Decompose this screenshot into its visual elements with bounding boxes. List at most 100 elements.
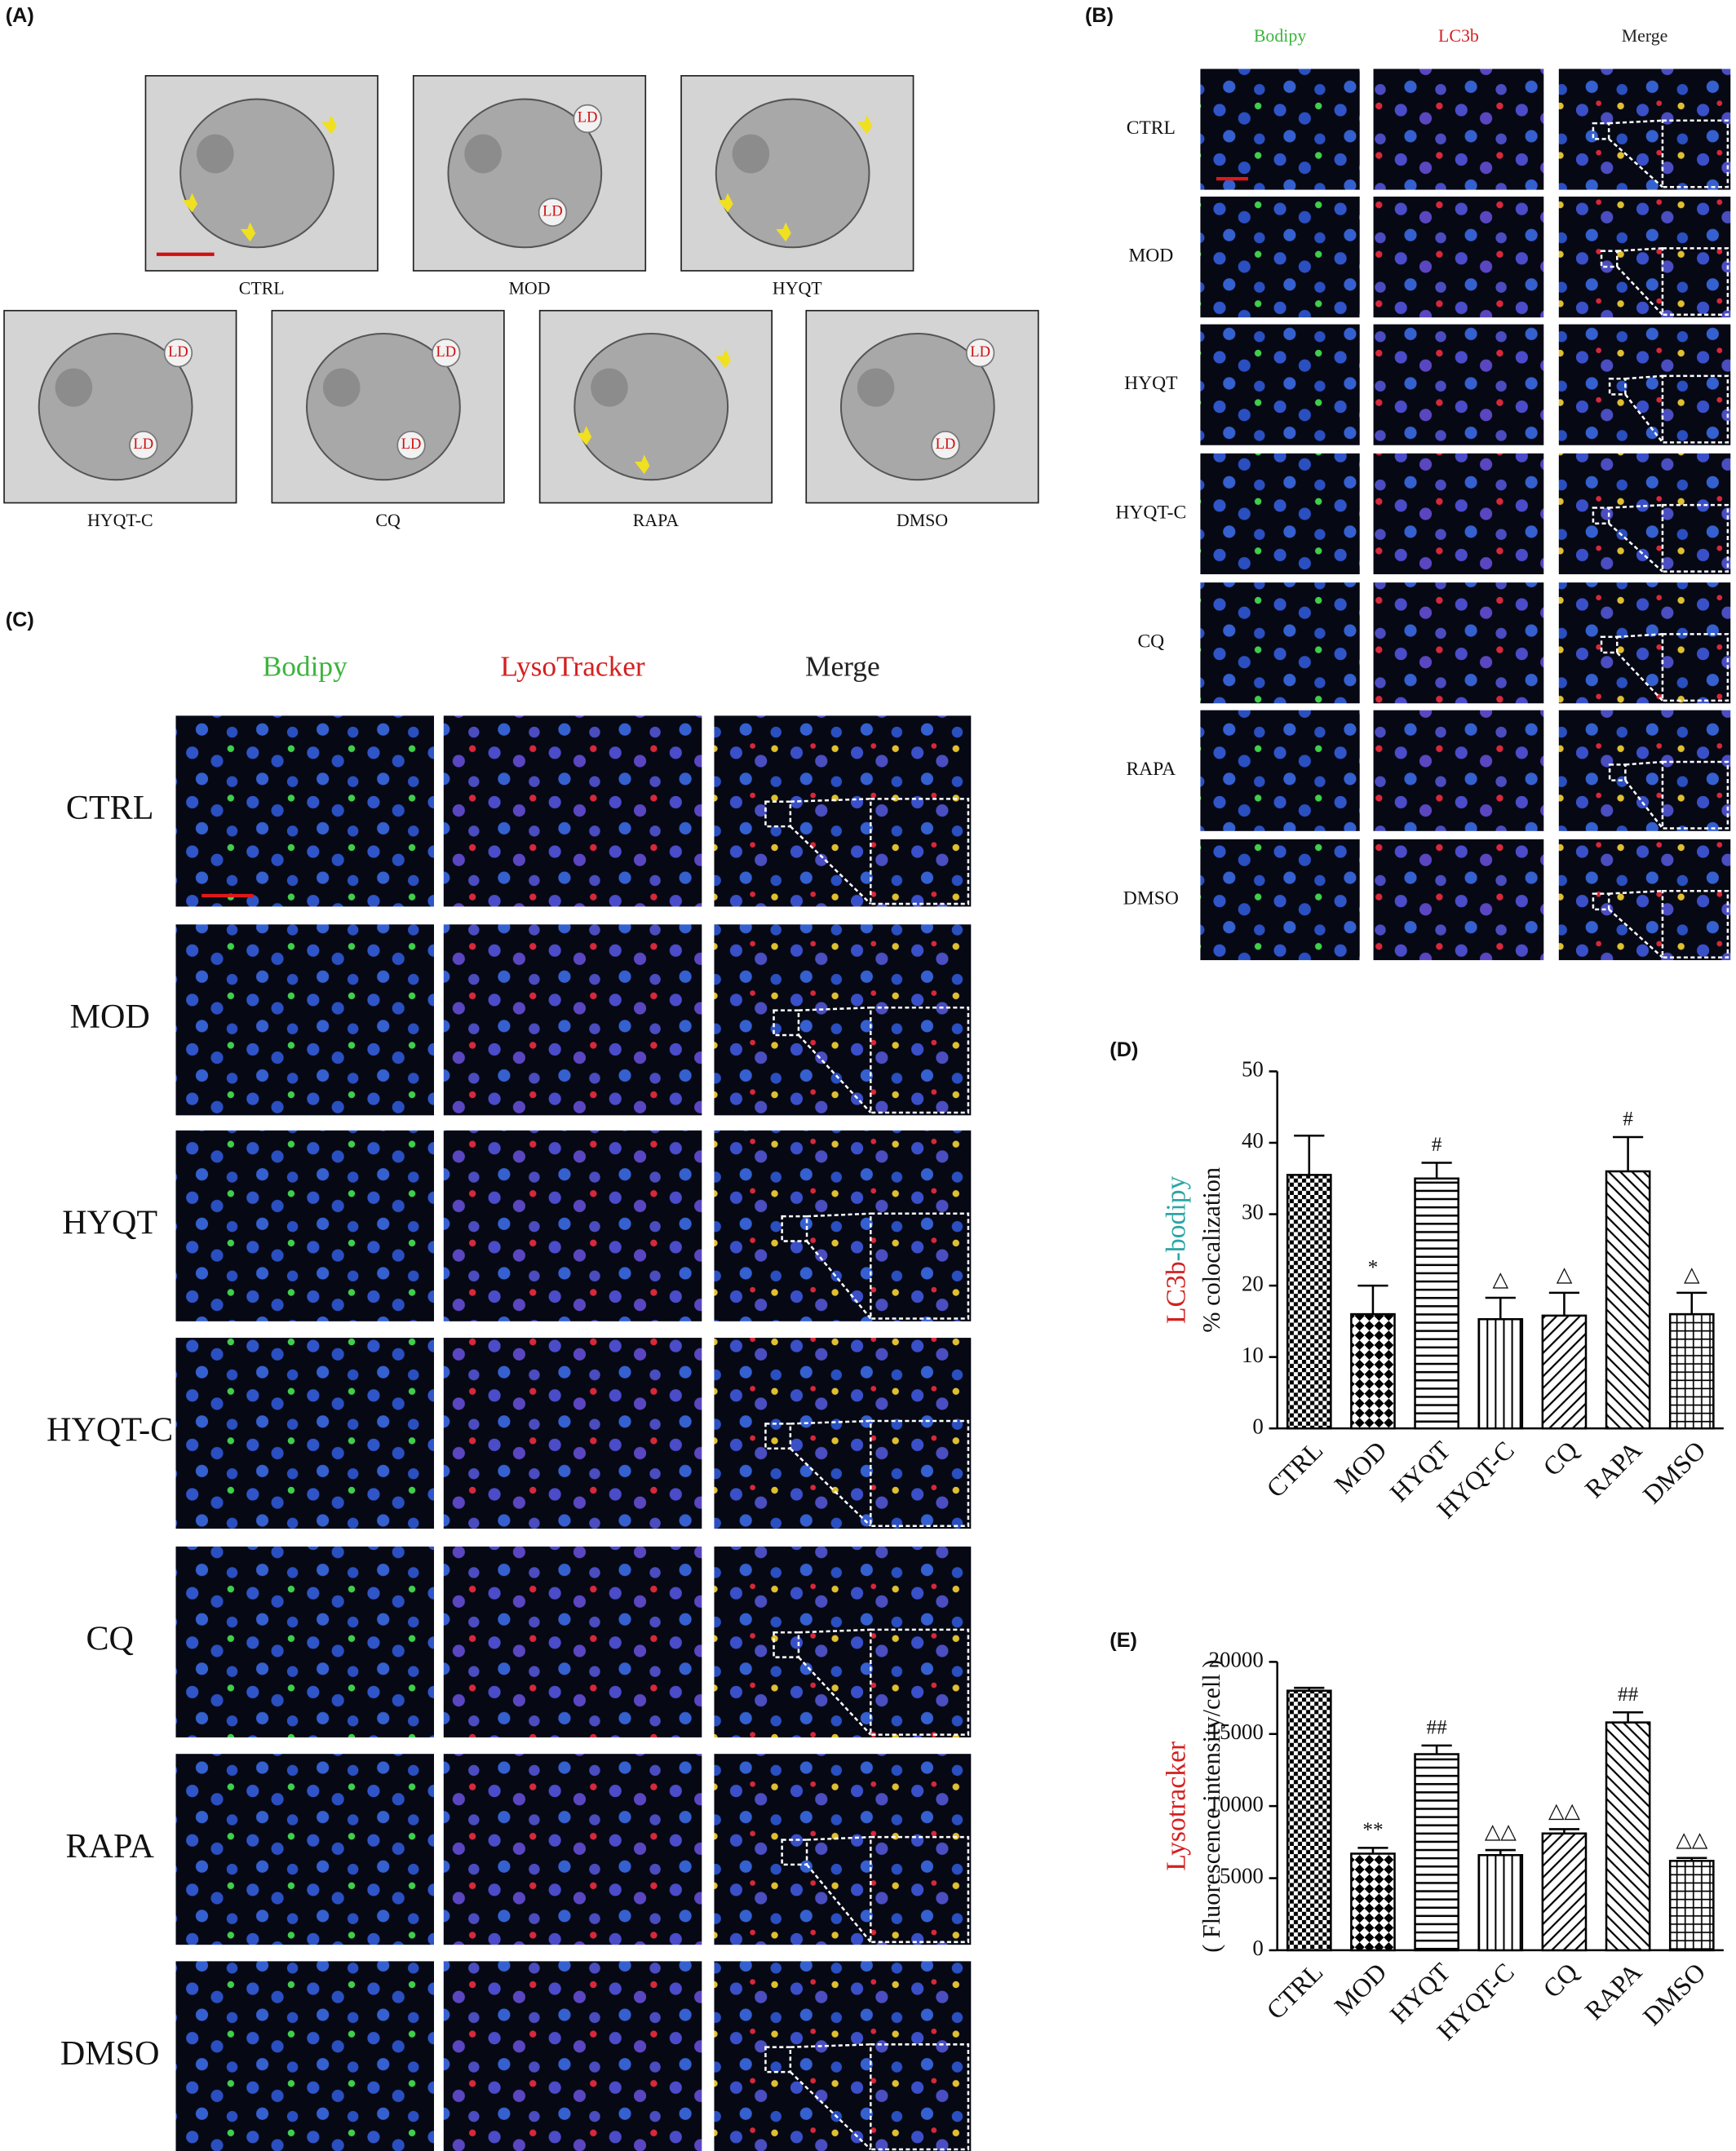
x-tick-label: RAPA xyxy=(1579,1958,1647,2025)
inset xyxy=(870,798,970,905)
inset xyxy=(870,1835,970,1944)
bar xyxy=(1350,1852,1396,1952)
image-label: HYQT-C xyxy=(87,511,153,530)
inset-source xyxy=(764,800,792,828)
inset-source xyxy=(781,1839,808,1866)
inset xyxy=(1661,247,1729,316)
arrow xyxy=(776,222,791,242)
nucleus xyxy=(715,98,870,249)
inset xyxy=(1661,374,1729,444)
column-header: Merge xyxy=(1622,26,1668,46)
x-tick-label: DMSO xyxy=(1637,1958,1711,2031)
lipid-droplet xyxy=(965,338,995,368)
arrow xyxy=(240,222,256,242)
inset xyxy=(1661,119,1729,188)
image-label: HYQT xyxy=(773,279,822,299)
row-label: HYQT-C xyxy=(1115,502,1186,523)
bar xyxy=(1541,1832,1588,1952)
bar xyxy=(1668,1312,1715,1430)
micrograph xyxy=(443,1338,702,1529)
error-bar xyxy=(1548,1828,1580,1834)
lipid-droplet xyxy=(538,197,568,227)
ld-annotation: LD xyxy=(401,436,422,453)
row-label: RAPA xyxy=(1126,759,1176,780)
image-label: CTRL xyxy=(239,279,285,299)
micrograph xyxy=(1373,710,1544,831)
micrograph xyxy=(443,1754,702,1945)
y-axis-label: ( Fluorescence intensity/cell ) xyxy=(1198,1660,1225,1953)
panel-label: (C) xyxy=(6,609,34,631)
row-label: CQ xyxy=(1137,631,1164,653)
cytoplasm xyxy=(732,134,770,174)
row-label: HYQT xyxy=(1124,373,1177,394)
inset-leader xyxy=(798,1006,872,1113)
lipid-droplet xyxy=(396,431,426,460)
significance-mark: △ xyxy=(1493,1268,1509,1291)
inset-leader xyxy=(806,1835,872,1943)
error-bar xyxy=(1421,1162,1452,1179)
y-tick-label: 5000 xyxy=(1220,1864,1264,1888)
panel-label: (D) xyxy=(1109,1038,1138,1061)
micrograph xyxy=(1200,582,1360,704)
cytoplasm xyxy=(591,368,628,407)
row-label: CTRL xyxy=(1127,117,1176,139)
inset-source xyxy=(1592,507,1610,525)
inset-source xyxy=(1592,892,1610,911)
bar xyxy=(1668,1860,1715,1952)
row-label: CQ xyxy=(86,1621,133,1658)
arrow xyxy=(576,426,592,445)
ld-annotation: LD xyxy=(133,436,153,453)
y-tick-label: 0 xyxy=(1252,1414,1263,1438)
y-axis-label-part: Lysotracker xyxy=(1161,1742,1191,1871)
inset-source xyxy=(1608,378,1627,396)
micrograph xyxy=(175,924,435,1116)
inset-source xyxy=(1592,122,1610,140)
y-axis-label-part: -bodipy xyxy=(1161,1175,1191,1261)
inset-source xyxy=(764,1423,792,1450)
cytoplasm xyxy=(857,368,895,407)
y-tick-label: 20000 xyxy=(1209,1648,1264,1672)
micrograph xyxy=(1558,710,1731,831)
inset-leader xyxy=(1624,374,1663,444)
micrograph xyxy=(1558,582,1731,704)
bar xyxy=(1477,1853,1524,1952)
image-label: RAPA xyxy=(633,511,680,530)
micrograph xyxy=(443,924,702,1116)
y-tick-label: 30 xyxy=(1242,1200,1264,1224)
error-bar xyxy=(1485,1848,1516,1856)
arrow xyxy=(321,115,337,135)
bar xyxy=(1350,1312,1396,1430)
ld-annotation: LD xyxy=(936,436,956,453)
arrow xyxy=(182,193,198,213)
micrograph xyxy=(1558,324,1731,445)
micrograph xyxy=(175,1754,435,1945)
cytoplasm xyxy=(464,134,502,174)
significance-mark: △△ xyxy=(1485,1821,1517,1843)
arrow xyxy=(715,348,731,369)
y-tick-label: 40 xyxy=(1242,1128,1264,1153)
micrograph xyxy=(175,1130,435,1321)
significance-mark: ** xyxy=(1362,1818,1383,1841)
x-tick-label: CQ xyxy=(1538,1436,1583,1481)
inset-leader xyxy=(806,1212,872,1320)
image-label: CQ xyxy=(375,511,401,530)
micrograph xyxy=(1373,839,1544,961)
arrow xyxy=(718,193,733,213)
micrograph xyxy=(1558,69,1731,190)
ld-annotation: LD xyxy=(970,344,990,361)
error-bar xyxy=(1357,1847,1388,1854)
micrograph xyxy=(443,715,702,907)
row-label: HYQT-C xyxy=(46,1412,173,1449)
inset xyxy=(1661,633,1729,702)
row-label: MOD xyxy=(70,998,150,1036)
inset-leader xyxy=(789,1419,872,1527)
micrograph xyxy=(175,1338,435,1529)
micrograph xyxy=(714,924,972,1116)
bar xyxy=(1477,1317,1524,1430)
micrograph xyxy=(443,1130,702,1321)
row-label: DMSO xyxy=(1123,887,1179,909)
x-tick-label: CTRL xyxy=(1261,1436,1329,1503)
bar xyxy=(1286,1174,1332,1430)
micrograph xyxy=(1200,453,1360,575)
inset-leader xyxy=(798,1628,872,1736)
